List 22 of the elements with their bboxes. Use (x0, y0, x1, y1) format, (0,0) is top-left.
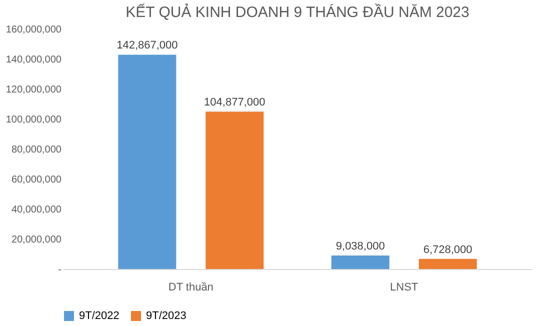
y-tick-label: 80,000,000 (11, 144, 62, 156)
data-label: 104,877,000 (204, 96, 266, 109)
bar (418, 258, 477, 269)
x-tick-label: DT thuần (168, 282, 214, 294)
y-tick-label: 100,000,000 (6, 114, 62, 126)
y-tick-label: 120,000,000 (6, 84, 62, 96)
legend-label: 9T/2022 (79, 310, 120, 322)
x-tick-label: LNST (390, 282, 418, 294)
y-tick-label: - (58, 264, 62, 276)
bar (206, 112, 264, 269)
y-tick-label: 160,000,000 (6, 24, 62, 36)
data-label: 9,038,000 (336, 240, 385, 252)
legend-label: 9T/2023 (146, 310, 186, 322)
y-tick-label: 140,000,000 (6, 54, 62, 66)
bar (331, 255, 390, 269)
y-tick-label: 60,000,000 (11, 174, 62, 186)
bar (118, 54, 176, 269)
data-label: 142,867,000 (116, 40, 178, 52)
chart-title: KẾT QUẢ KINH DOANH 9 THÁNG ĐẦU NĂM 2023 (126, 3, 470, 21)
data-label: 6,728,000 (423, 244, 472, 256)
y-tick-label: 40,000,000 (11, 204, 62, 216)
y-tick-label: 20,000,000 (11, 234, 62, 246)
